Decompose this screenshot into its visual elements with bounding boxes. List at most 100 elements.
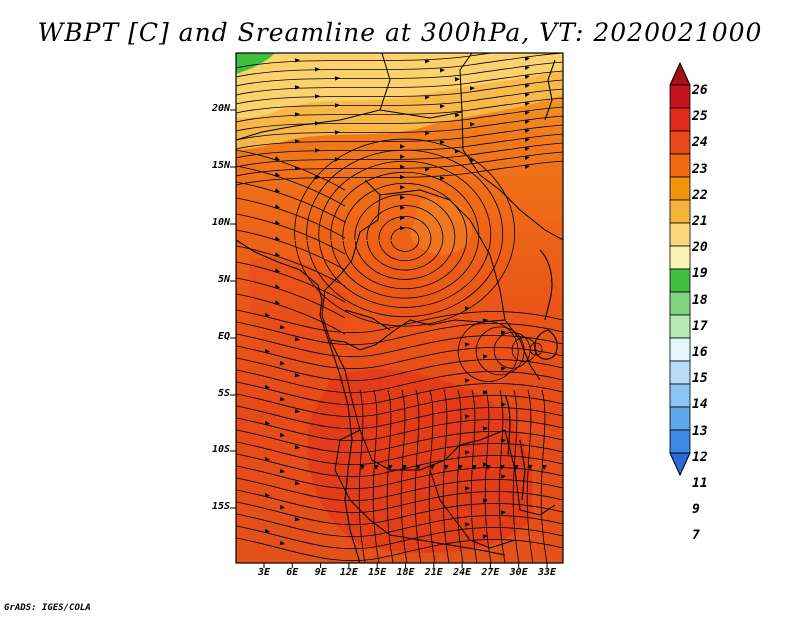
colorbar-label: 7: [692, 528, 700, 544]
streamline-arrow: [274, 268, 280, 273]
streamline: [236, 151, 563, 177]
colorbar-label: 25: [692, 109, 708, 125]
streamline: [342, 182, 468, 290]
streamline: [358, 389, 366, 563]
streamline-arrow: [430, 464, 435, 470]
streamline: [512, 389, 520, 563]
streamline: [540, 389, 548, 563]
streamline-arrow: [439, 140, 445, 145]
streamline-arrow: [500, 438, 506, 443]
streamline: [484, 389, 492, 563]
streamline-arrow: [314, 67, 320, 72]
latitude-label: 5S: [217, 388, 230, 399]
streamline-arrow: [400, 205, 405, 210]
streamline-arrow: [482, 498, 488, 503]
streamline-arrow: [500, 366, 506, 371]
streamline-arrow: [416, 464, 421, 470]
streamline-arrow: [458, 464, 463, 470]
streamline: [236, 53, 563, 78]
streamlines: [236, 53, 563, 563]
streamline: [236, 369, 563, 394]
streamline: [236, 429, 563, 454]
streamline-arrow: [464, 414, 470, 419]
latitude-label: 20N: [211, 103, 230, 114]
streamline: [526, 389, 534, 563]
colorbar: [669, 61, 691, 477]
streamline-arrow: [279, 468, 285, 474]
streamline-arrow: [264, 492, 270, 498]
colorbar-swatch: [669, 429, 691, 454]
streamline-arrow: [444, 464, 449, 470]
streamline-arrow: [400, 215, 405, 221]
streamline-arrow: [524, 137, 530, 143]
streamline-arrow: [294, 516, 300, 522]
streamline-arrow: [486, 464, 491, 470]
streamline-arrow: [500, 464, 505, 470]
longitude-label: 30E: [509, 567, 528, 578]
colorbar-swatch: [669, 130, 691, 155]
streamline-arrow: [464, 450, 470, 455]
streamline: [372, 389, 380, 563]
longitude-label: 33E: [537, 567, 557, 578]
streamline: [236, 115, 563, 141]
streamline-arrow: [279, 432, 285, 438]
streamline-arrow: [524, 65, 530, 71]
streamline-arrow: [274, 172, 280, 177]
streamline: [236, 245, 346, 287]
streamline: [236, 477, 563, 502]
wbpt-green-patch: [236, 53, 275, 74]
streamline: [456, 389, 464, 563]
colorbar-label: 19: [692, 266, 708, 282]
streamline-arrow: [469, 122, 475, 127]
streamline-arrow: [472, 464, 477, 470]
latitude-label: 10N: [211, 217, 230, 228]
streamline: [236, 441, 563, 466]
streamline-arrow: [482, 390, 488, 395]
streamline-arrow: [264, 384, 270, 390]
streamline-arrow: [294, 444, 300, 450]
streamline-arrow: [464, 342, 470, 347]
streamline-arrow: [514, 464, 519, 470]
colorbar-label: 16: [692, 345, 708, 360]
streamline: [414, 389, 422, 563]
colorbar-label: 21: [692, 214, 708, 229]
streamline-arrow: [542, 464, 547, 470]
streamline-arrow: [482, 426, 488, 431]
colorbar-bottom-arrow: [669, 452, 691, 477]
longitude-label: 18E: [396, 567, 415, 578]
streamline-arrow: [469, 86, 475, 91]
streamline-arrow: [400, 154, 405, 159]
streamline: [236, 405, 563, 430]
streamline-arrow: [264, 312, 270, 318]
colorbar-top-arrow: [669, 61, 691, 86]
streamline-arrow: [294, 139, 300, 144]
streamline-arrow: [279, 540, 285, 546]
colorbar-label: 17: [692, 318, 708, 334]
streamline-arrow: [264, 420, 270, 426]
streamline-arrow: [464, 306, 470, 311]
streamline-arrow: [424, 59, 430, 64]
colorbar-label: 12: [692, 449, 708, 465]
streamline-arrow: [439, 104, 445, 109]
streamline-arrow: [482, 534, 488, 539]
streamline: [400, 389, 408, 563]
streamline: [428, 389, 436, 563]
streamline: [236, 489, 563, 514]
country-borders: [236, 53, 563, 556]
streamline-arrow: [274, 284, 280, 289]
streamline: [366, 205, 444, 271]
streamline-arrow: [274, 204, 280, 209]
colorbar-label: 26: [692, 83, 708, 98]
streamline: [493, 331, 531, 369]
streamline: [511, 337, 537, 363]
colorbar-swatch: [669, 84, 691, 109]
streamline-arrow: [334, 76, 340, 81]
streamline: [236, 453, 563, 478]
colorbar-swatch: [669, 153, 691, 178]
latitude-label: EQ: [217, 331, 230, 342]
streamline-arrow: [524, 74, 530, 80]
streamline: [306, 149, 504, 318]
longitude-label: 27E: [481, 567, 500, 578]
streamline-arrow: [482, 462, 488, 467]
